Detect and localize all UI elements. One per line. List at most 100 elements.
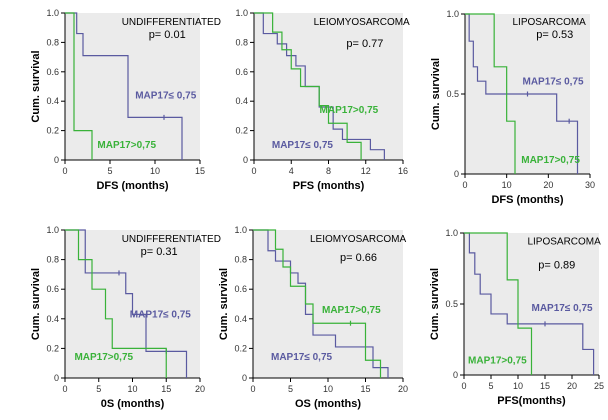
y-tick-label: 1.0 <box>46 225 59 235</box>
y-tick-label: 0.2 <box>46 126 59 136</box>
y-tick-label: 1.0 <box>235 8 248 18</box>
series-high-curve <box>464 232 533 375</box>
y-tick-label: 0.8 <box>46 37 59 47</box>
series-low-label: MAP17≤ 0,75 <box>532 303 594 314</box>
km-panel-6: 0 0.5 1.0 0 5 10 15 20 25 PFS(months) Cum. surviva… <box>429 228 604 407</box>
p-value: p= 0.89 <box>538 260 575 272</box>
series-low-label: MAP17≤ 0,75 <box>272 140 334 151</box>
x-axis-label: DFS (months) <box>96 180 168 192</box>
x-tick-label: 15 <box>195 166 205 176</box>
y-tick-label: 1.0 <box>234 225 247 235</box>
series-high-label: MAP17>0,75 <box>97 140 156 151</box>
x-tick-label: 20 <box>567 381 577 391</box>
y-tick-label: 0 <box>54 155 59 165</box>
panel-title: LIPOSARCOMA <box>513 17 587 28</box>
y-tick-label: 0.5 <box>446 89 459 99</box>
y-tick-label: 0.2 <box>46 343 59 353</box>
x-tick-label: 10 <box>127 384 137 394</box>
p-value: p= 0.77 <box>346 38 383 50</box>
series-low-label: MAP17≤ 0,75 <box>130 309 192 320</box>
x-tick-label: 5 <box>288 384 293 394</box>
y-tick-label: 0 <box>454 169 459 179</box>
x-axis-label: PFS (months) <box>293 180 365 192</box>
y-tick-label: 0.8 <box>235 37 248 47</box>
x-tick-label: 20 <box>195 384 205 394</box>
x-tick-label: 15 <box>161 384 171 394</box>
x-tick-label: 0 <box>462 180 467 190</box>
x-tick-label: 20 <box>543 180 553 190</box>
plot-area <box>65 13 200 160</box>
y-tick-label: 0 <box>54 373 59 383</box>
y-tick-label: 0.4 <box>46 96 59 106</box>
series-low-curve <box>465 13 579 174</box>
x-tick-label: 8 <box>326 166 331 176</box>
y-tick-label: 0.8 <box>46 255 59 265</box>
x-tick-label: 30 <box>585 180 595 190</box>
y-axis-label: Cum. survival <box>30 50 42 122</box>
y-tick-label: 0.6 <box>46 67 59 77</box>
x-tick-label: 0 <box>251 166 256 176</box>
series-low-label: MAP17≤ 0,75 <box>523 76 585 87</box>
x-axis-label: DFS (months) <box>491 194 563 206</box>
panel-title: LIPOSARCOMA <box>527 236 601 247</box>
x-tick-label: 5 <box>96 384 101 394</box>
y-tick-label: 0.4 <box>234 314 247 324</box>
y-tick-label: 1.0 <box>46 8 59 18</box>
x-tick-label: 16 <box>398 166 408 176</box>
p-value: p= 0.31 <box>141 246 178 258</box>
x-tick-label: 10 <box>513 381 523 391</box>
plot-area <box>254 13 403 160</box>
x-axis-label: OS (months) <box>295 398 361 410</box>
y-tick-label: 0.4 <box>46 314 59 324</box>
y-axis-label: Cum. survival <box>30 268 42 340</box>
x-tick-label: 5 <box>488 381 493 391</box>
series-high-curve <box>254 12 362 160</box>
plot-area <box>253 230 403 378</box>
y-tick-label: 0 <box>243 155 248 165</box>
x-tick-label: 25 <box>594 381 604 391</box>
panel-title: UNDIFFERENTIATED <box>122 234 221 245</box>
y-tick-label: 1.0 <box>446 9 459 19</box>
y-axis-label: Cum. survival <box>430 58 442 130</box>
km-panel-2: 0 0.2 0.4 0.6 0.8 1.0 0 4 8 12 16 PFS (months) LEIOM… <box>235 8 410 192</box>
series-low-label: MAP17≤ 0,75 <box>271 352 333 363</box>
km-panel-1: 0 0.2 0.4 0.6 0.8 1.0 0 5 10 15 DFS (months) Cum. s… <box>30 8 221 192</box>
series-low-curve <box>65 229 188 378</box>
x-axis-label: 0S (months) <box>101 398 165 410</box>
series-low-label: MAP17≤ 0,75 <box>135 90 197 101</box>
p-value: p= 0.66 <box>340 252 377 264</box>
x-tick-label: 10 <box>323 384 333 394</box>
y-tick-label: 0.2 <box>234 343 247 353</box>
y-tick-label: 0.2 <box>235 126 248 136</box>
x-axis-label: PFS(months) <box>497 395 566 407</box>
panel-title: UNDIFFERENTIATED <box>122 17 221 28</box>
km-panel-3: 0 0.5 1.0 0 10 20 30 DFS (months) Cum. survival L… <box>430 9 595 206</box>
series-high-curve <box>65 12 93 160</box>
p-value: p= 0.01 <box>149 29 186 41</box>
x-tick-label: 10 <box>502 180 512 190</box>
x-tick-label: 10 <box>150 166 160 176</box>
x-tick-label: 0 <box>62 384 67 394</box>
y-tick-label: 0.8 <box>234 255 247 265</box>
x-tick-label: 0 <box>461 381 466 391</box>
series-high-label: MAP17>0,75 <box>320 105 379 116</box>
x-tick-label: 15 <box>540 381 550 391</box>
series-low-curve <box>253 229 389 378</box>
y-axis-label: Cum. survival <box>218 268 230 340</box>
x-tick-label: 0 <box>62 166 67 176</box>
y-tick-label: 0.6 <box>46 284 59 294</box>
y-axis-label: Cum. survival <box>429 268 441 340</box>
series-low-curve <box>464 232 595 375</box>
km-panel-5: 0 0.2 0.4 0.6 0.8 1.0 0 5 10 15 20 OS (months) Cum. … <box>218 225 408 410</box>
y-tick-label: 0.5 <box>445 299 458 309</box>
x-tick-label: 12 <box>361 166 371 176</box>
p-value: p= 0.53 <box>536 29 573 41</box>
series-high-curve <box>465 13 516 174</box>
x-tick-label: 5 <box>107 166 112 176</box>
y-tick-label: 0.4 <box>235 96 248 106</box>
x-tick-label: 0 <box>250 384 255 394</box>
x-tick-label: 15 <box>360 384 370 394</box>
x-tick-label: 4 <box>289 166 294 176</box>
km-panel-4: 0 0.2 0.4 0.6 0.8 1.0 0 5 10 15 20 0S (months) Cum. … <box>30 225 221 410</box>
